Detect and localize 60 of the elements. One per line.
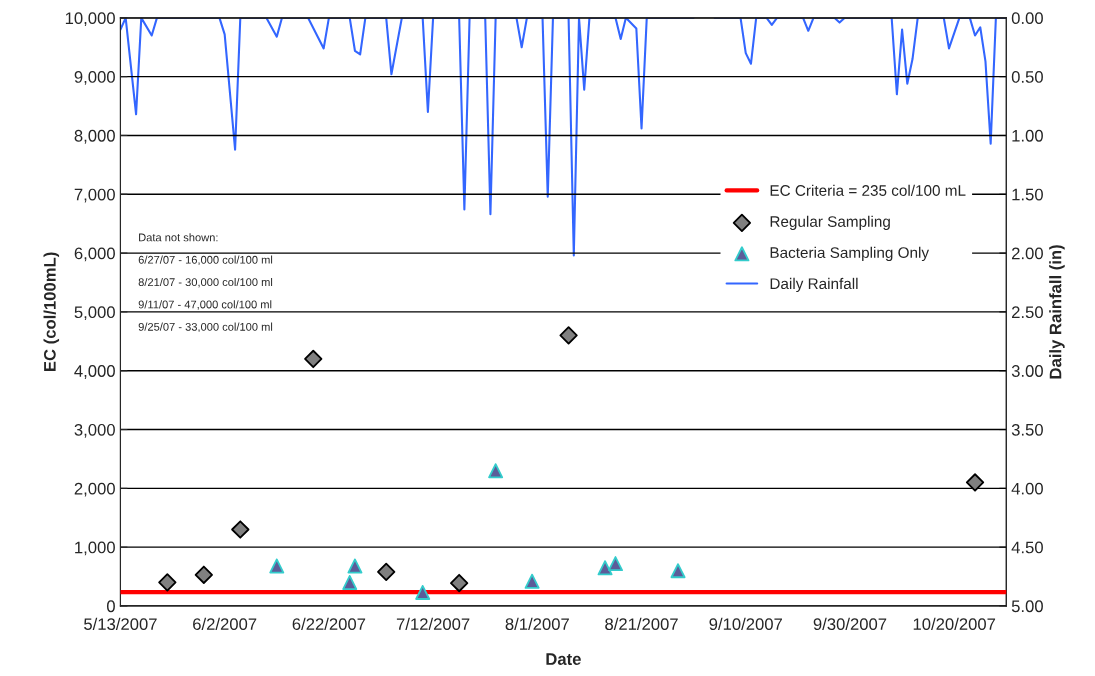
y-axis-title: EC (col/100mL) [43,252,60,371]
point [670,563,686,579]
x-tick-label: 9/10/2007 [709,617,782,631]
y2-axis-title: Daily Rainfall (in) [1049,245,1065,379]
x-tick-label: 8/1/2007 [505,617,569,631]
x-tick-label: 6/22/2007 [292,617,366,631]
y-tick-label: 8,000 [74,129,115,144]
y-tick-label: 4,000 [74,365,115,379]
x-tick-label: 6/2/2007 [193,617,257,631]
legend-label: Daily Rainfall [770,277,858,293]
annotation: 8/21/07 - 30,000 col/100 ml [138,277,273,288]
point [342,574,358,590]
legend-label: Regular Sampling [770,215,890,230]
y-tick-label: 0 [106,600,115,613]
point [607,556,623,572]
y2-tick-label: 4.00 [1011,482,1043,495]
y2-tick-label: 2.00 [1012,247,1043,260]
y2-tick-label: 3.50 [1011,423,1043,436]
y2-tick-label: 0.50 [1011,71,1043,83]
y2-tick-label: 2.50 [1012,306,1043,319]
annotation: Data not shown: [139,233,218,242]
y-tick-label: 2,000 [74,482,115,497]
x-tick-label: 5/13/2007 [84,617,157,631]
y-tick-label: 10,000 [65,12,115,27]
point [231,520,250,539]
legend-label: Bacteria Sampling Only [770,246,930,262]
x-axis-title: Date [546,653,581,665]
x-tick-label: 7/12/2007 [396,617,470,631]
x-tick-label: 10/20/2007 [913,617,996,631]
legend-label: EC Criteria = 235 col/100 mL [770,184,966,196]
point [597,560,613,576]
x-tick-label: 8/21/2007 [605,617,678,631]
point [194,565,213,584]
y2-tick-label: 1.00 [1012,129,1043,142]
y2-tick-label: 0.00 [1011,12,1043,25]
point [304,349,323,369]
annotation: 9/25/07 - 33,000 col/100 ml [138,322,273,333]
annotation: 6/27/07 - 16,000 col/100 ml [138,255,273,266]
x-tick-label: 9/30/2007 [813,617,887,631]
y-tick-label: 1,000 [75,541,115,556]
y-tick-label: 6,000 [74,247,115,262]
y-tick-label: 7,000 [74,188,115,203]
point [415,584,431,600]
point [965,473,985,492]
y2-tick-label: 3.00 [1011,365,1043,377]
y2-tick-label: 1.50 [1012,188,1043,201]
point [488,463,504,479]
point [158,573,177,592]
point [450,573,469,593]
point [559,326,578,345]
y-tick-label: 5,000 [74,306,115,321]
point [524,573,540,589]
y2-tick-label: 5.00 [1011,600,1043,613]
y-tick-label: 3,000 [74,423,115,438]
y2-tick-label: 4.50 [1011,541,1043,554]
point [377,562,396,581]
point [269,558,285,574]
point [347,558,363,574]
annotation: 9/11/07 - 47,000 col/100 ml [138,300,272,310]
y-tick-label: 9,000 [74,71,115,85]
